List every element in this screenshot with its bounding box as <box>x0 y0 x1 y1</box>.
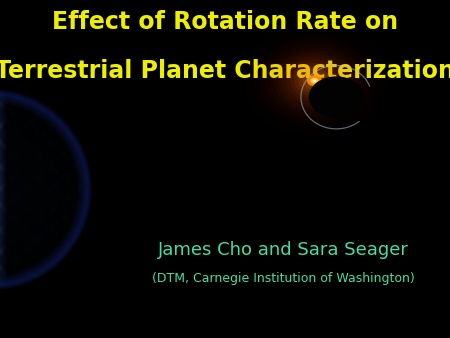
Circle shape <box>294 66 335 96</box>
Circle shape <box>307 75 322 86</box>
Circle shape <box>290 63 339 99</box>
Circle shape <box>309 76 364 118</box>
Circle shape <box>310 78 319 84</box>
Text: Terrestrial Planet Characterization: Terrestrial Planet Characterization <box>0 59 450 83</box>
Text: Effect of Rotation Rate on: Effect of Rotation Rate on <box>52 10 398 34</box>
Circle shape <box>298 69 331 93</box>
Circle shape <box>286 59 343 102</box>
Circle shape <box>306 75 323 87</box>
Circle shape <box>313 79 316 82</box>
Text: James Cho and Sara Seager: James Cho and Sara Seager <box>158 241 409 259</box>
Circle shape <box>310 78 319 84</box>
Circle shape <box>302 72 327 90</box>
Text: (DTM, Carnegie Institution of Washington): (DTM, Carnegie Institution of Washington… <box>152 272 415 285</box>
